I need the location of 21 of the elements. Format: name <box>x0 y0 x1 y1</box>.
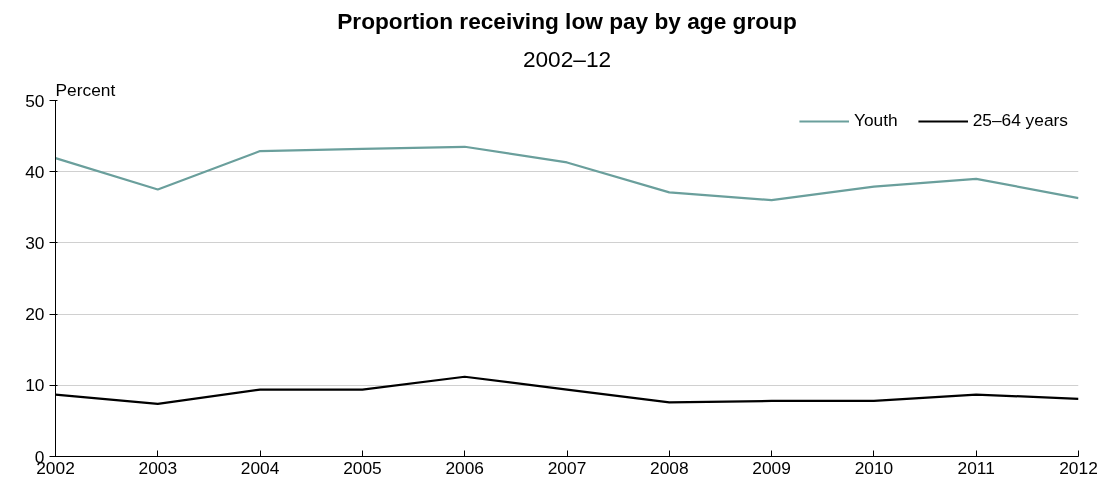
x-tick-label: 2008 <box>650 457 689 478</box>
line-series <box>55 145 1079 202</box>
x-tick-label: 2011 <box>957 457 995 478</box>
x-tick-label: 2004 <box>240 457 280 478</box>
y-tick-label: 30 <box>25 232 45 253</box>
chart-title: Proportion receiving low pay by age group <box>337 7 797 34</box>
x-tick-label: 2009 <box>752 457 791 478</box>
y-tick-label: 10 <box>25 375 45 396</box>
y-tick-label: 50 <box>25 90 45 111</box>
y-tick-label: 20 <box>25 304 45 325</box>
x-tick-label: 2010 <box>854 457 894 478</box>
x-tick-label: 2007 <box>547 457 587 478</box>
y-axis-title: Percent <box>55 79 116 100</box>
legend-label: Youth <box>853 110 898 131</box>
x-tick-label: 2012 <box>1059 457 1098 478</box>
x-tick-label: 2005 <box>343 457 382 478</box>
y-tick-label: 40 <box>25 161 45 182</box>
x-tick-label: 2006 <box>445 457 484 478</box>
chart-subtitle: 2002–12 <box>522 45 612 72</box>
x-tick-label: 2003 <box>138 457 178 478</box>
legend-label: 25–64 years <box>972 110 1068 131</box>
